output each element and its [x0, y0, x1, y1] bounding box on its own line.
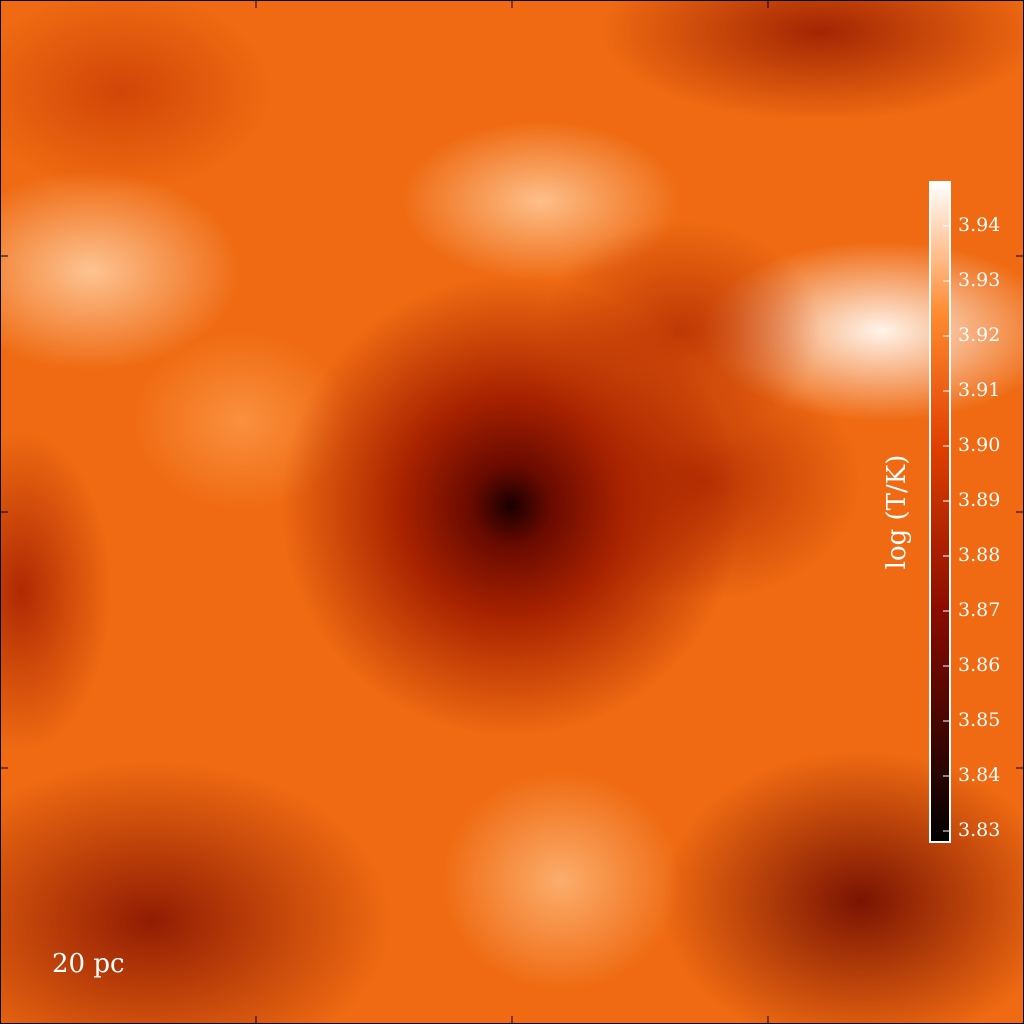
- colorbar-label: log (T/K): [882, 455, 912, 570]
- colorbar-tick-label: 3.83: [958, 819, 1000, 841]
- colorbar-tick-label: 3.94: [958, 214, 1000, 236]
- colorbar-tick-label: 3.89: [958, 489, 1000, 511]
- colorbar-tick-label: 3.87: [958, 599, 1000, 621]
- colorbar-tick-label: 3.86: [958, 654, 1000, 676]
- colorbar-tick-label: 3.88: [958, 544, 1000, 566]
- colorbar-tick-label: 3.92: [958, 324, 1000, 346]
- colorbar-tick-label: 3.84: [958, 764, 1000, 786]
- colorbar-tick-label: 3.90: [958, 434, 1000, 456]
- colorbar-tick-label: 3.85: [958, 709, 1000, 731]
- colorbar: [929, 181, 951, 843]
- scale-bar-label: 20 pc: [52, 949, 125, 979]
- colorbar-tick-label: 3.91: [958, 379, 1000, 401]
- colorbar-tick-label: 3.93: [958, 269, 1000, 291]
